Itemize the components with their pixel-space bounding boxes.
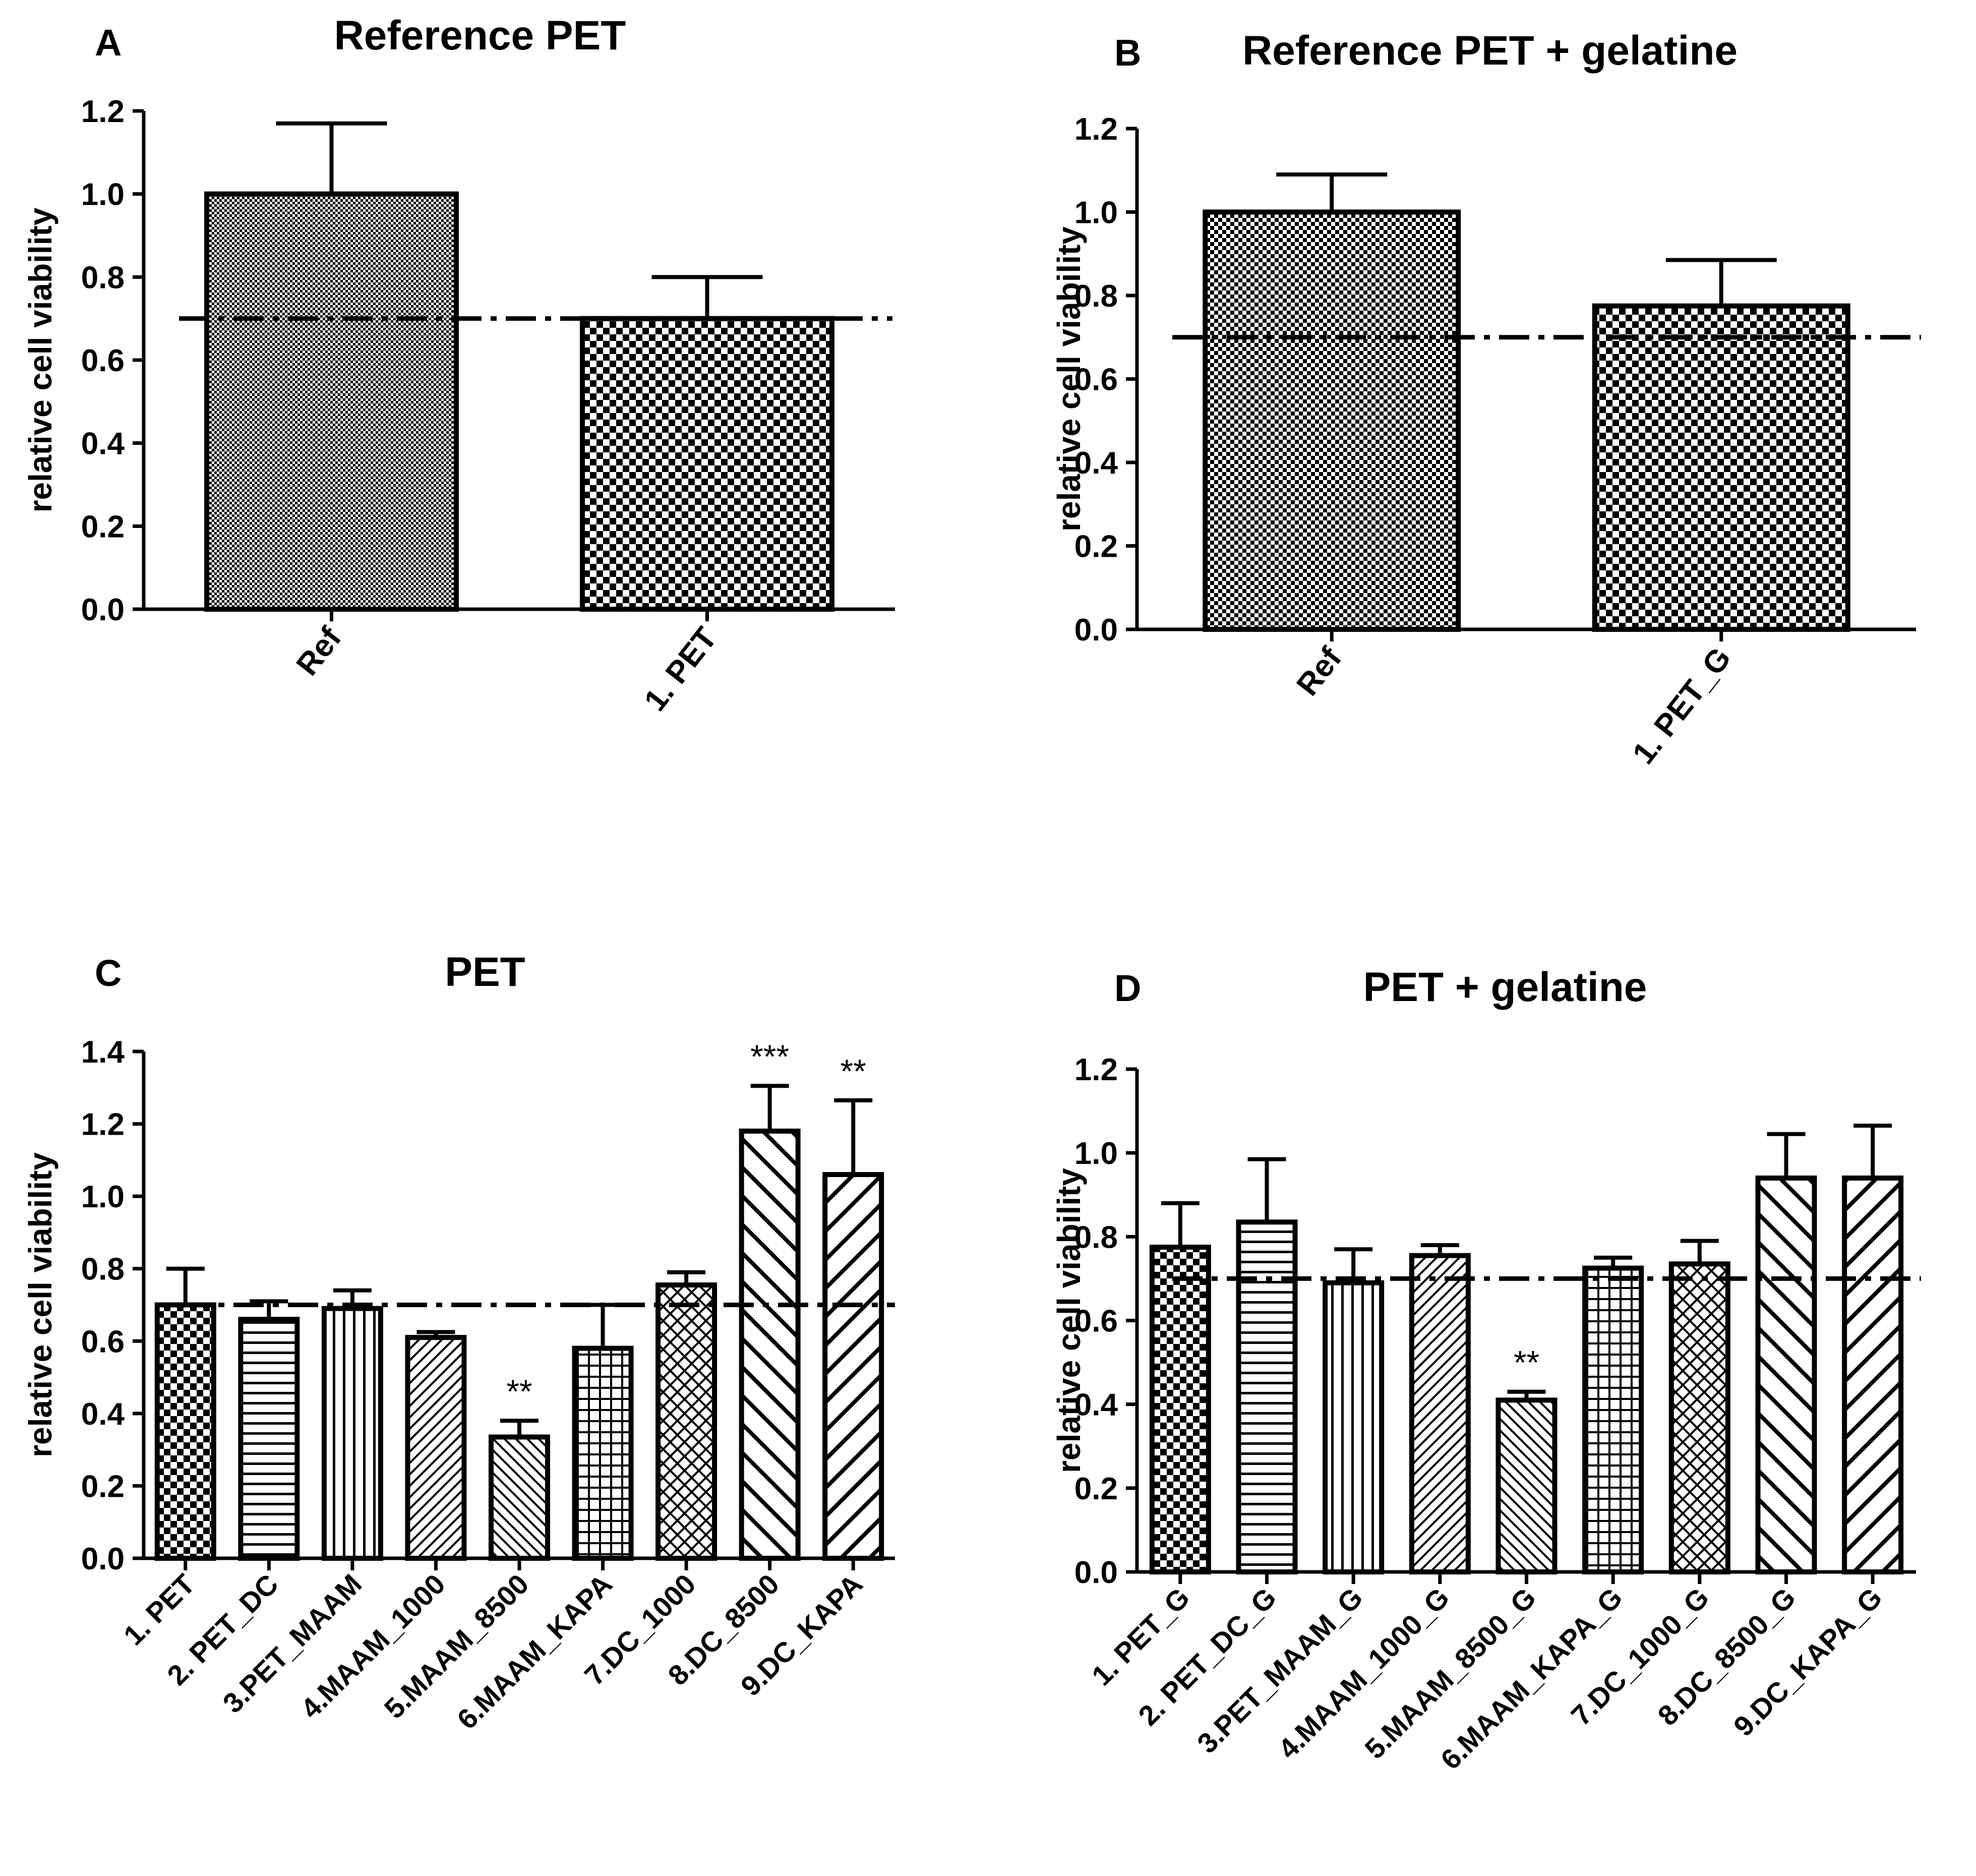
bar-4-maam-1000 <box>405 1335 467 1561</box>
bar-1-pet-g <box>1592 303 1850 632</box>
y-tick-label: 1.4 <box>81 1035 125 1070</box>
y-tick-label: 0.0 <box>81 593 125 627</box>
bar-4-maam-1000-g <box>1409 1253 1471 1575</box>
x-tick-label: Ref <box>1290 641 1348 702</box>
x-tick-label: 5.MAAM_8500 <box>378 1568 535 1725</box>
x-tick-label: 6.MAAM_KAPA <box>451 1568 618 1735</box>
bar-1-pet <box>580 316 834 612</box>
y-axis-label: relative cell viability <box>1051 1168 1087 1473</box>
y-tick-label: 0.6 <box>1074 363 1118 397</box>
y-tick-label: 1.0 <box>1074 1136 1118 1171</box>
bar-9-dc-kapa <box>822 1172 884 1561</box>
y-tick-label: 1.0 <box>81 178 125 212</box>
y-tick-label: 0.0 <box>1074 1555 1118 1590</box>
x-tick-label: 1. PET <box>637 621 724 718</box>
significance-label: ** <box>506 1373 532 1410</box>
panel-letter: B <box>1114 32 1141 74</box>
x-tick-label: 1. PET <box>117 1568 201 1652</box>
bar-1-pet <box>154 1302 216 1561</box>
chart-title: Reference PET + gelatine <box>1242 28 1738 74</box>
x-tick-label: 9.DC_KAPA_G <box>1727 1581 1888 1742</box>
panel-a: A Reference PET 0.0 0.2 0.4 0.6 0.8 1.0 1.2 relat… <box>22 13 895 718</box>
y-tick-label: 0.8 <box>81 1252 125 1287</box>
panel-b: B Reference PET + gelatine 0.0 0.2 0.4 0.6 0.8… <box>1051 28 1921 771</box>
y-tick-label: 0.8 <box>81 260 125 295</box>
significance-label: *** <box>750 1038 789 1075</box>
y-tick-label: 0.2 <box>81 1469 125 1504</box>
panel-letter: A <box>95 22 122 64</box>
y-tick-label: 0.8 <box>1074 1220 1118 1255</box>
x-tick-label: 3.PET_MAAM_G <box>1191 1581 1369 1760</box>
y-tick-label: 0.2 <box>1074 530 1118 564</box>
y-tick-label: 0.4 <box>1074 1388 1118 1423</box>
bar-6-maam-kapa-g <box>1582 1265 1644 1574</box>
bar-3-pet-maam <box>321 1306 383 1561</box>
bar-ref <box>204 191 459 612</box>
x-tick-label: 1. PET_G <box>1626 641 1738 771</box>
y-tick-label: 0.8 <box>1074 279 1118 314</box>
y-axis-label: relative cell viability <box>22 207 58 512</box>
panel-d: D PET + gelatine 0.0 0.2 0.4 0.6 0.8 1.0 1.2 rela… <box>1051 964 1921 1776</box>
bar-8-dc-8500 <box>739 1128 801 1561</box>
chart-title: PET <box>445 949 525 995</box>
bar-1-pet-g <box>1149 1245 1211 1575</box>
y-tick-label: 1.2 <box>81 1107 125 1142</box>
y-tick-label: 1.2 <box>1074 112 1118 147</box>
y-tick-label: 0.2 <box>1074 1472 1118 1506</box>
chart-title: PET + gelatine <box>1363 964 1647 1010</box>
y-tick-label: 1.2 <box>1074 1052 1118 1087</box>
y-tick-label: 0.2 <box>81 509 125 544</box>
bar-ref <box>1203 209 1461 632</box>
significance-label: ** <box>841 1052 866 1090</box>
bar-8-dc-8500-g <box>1755 1176 1817 1574</box>
significance-label: ** <box>1514 1344 1539 1381</box>
y-tick-label: 1.0 <box>1074 196 1118 230</box>
bar-6-maam-kapa <box>572 1345 634 1561</box>
x-tick-label: 4.MAAM_1000 <box>294 1568 451 1725</box>
bar-7-dc-1000 <box>655 1282 717 1561</box>
y-tick-label: 0.6 <box>81 1324 125 1359</box>
bar-7-dc-1000-g <box>1668 1261 1730 1574</box>
y-axis-label: relative cell viability <box>1051 226 1087 532</box>
y-tick-label: 0.0 <box>81 1542 125 1576</box>
bar-2-pet-dc-g <box>1236 1219 1298 1574</box>
y-tick-label: 0.4 <box>81 1397 125 1432</box>
y-tick-label: 1.0 <box>81 1180 125 1214</box>
y-tick-label: 1.2 <box>81 94 125 129</box>
y-tick-label: 0.6 <box>1074 1304 1118 1339</box>
y-tick-label: 0.4 <box>81 427 125 461</box>
bar-5-maam-8500 <box>489 1434 550 1561</box>
bar-5-maam-8500-g <box>1495 1397 1558 1575</box>
y-tick-label: 0.0 <box>1074 613 1118 648</box>
chart-title: Reference PET <box>334 13 626 58</box>
bar-3-pet-maam-g <box>1323 1280 1385 1575</box>
panel-letter: C <box>95 952 122 994</box>
y-axis-label: relative cell viability <box>22 1152 58 1457</box>
panel-letter: D <box>1114 967 1141 1009</box>
y-tick-label: 0.6 <box>81 343 125 378</box>
x-tick-label: Ref <box>290 621 348 682</box>
y-tick-label: 0.4 <box>1074 446 1118 481</box>
panel-c: C PET 0.0 0.2 0.4 0.6 0.8 1.0 1.2 1.4 relative cel… <box>22 949 895 1735</box>
bar-2-pet-dc <box>238 1317 300 1561</box>
bar-9-dc-kapa-g <box>1842 1176 1904 1574</box>
